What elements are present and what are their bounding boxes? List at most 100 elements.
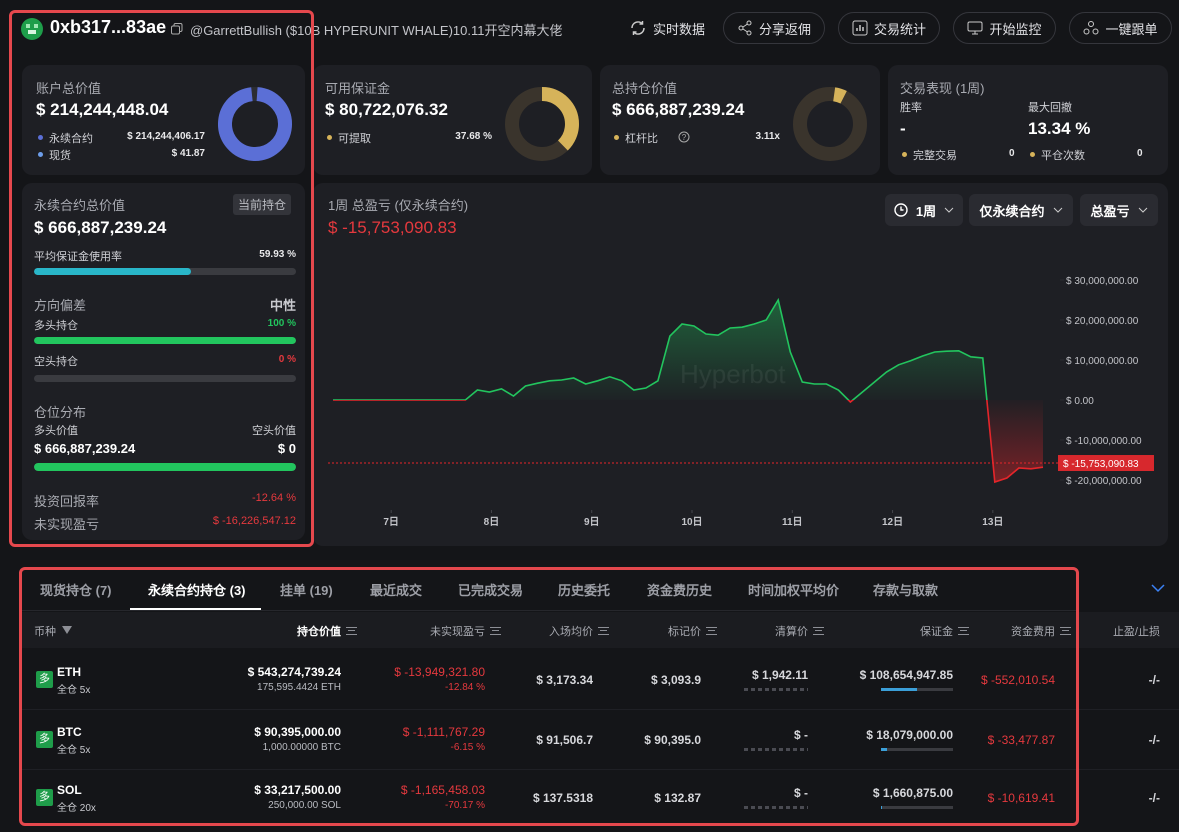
legend-dot [327,135,332,140]
card-value: $ 214,244,448.04 [36,100,169,119]
liquidation-price: $ 1,942.11 [751,668,808,682]
scope-dropdown[interactable]: 仅永续合约 [969,194,1073,226]
tab[interactable]: 最近成交 [370,583,423,598]
pnl-percent: -70.17 % [444,800,485,811]
legend-dot [38,152,43,157]
metric-dropdown[interactable]: 总盈亏 [1080,194,1158,226]
column-header[interactable]: 资金费用 [1011,626,1055,638]
margin-gauge [881,688,953,691]
column-header[interactable]: 标记价 [668,626,701,638]
pnl-chart: Hyperbot$ 30,000,000.00$ 20,000,000.00$ … [328,276,1154,528]
row-label: 投资回报率 [34,494,100,509]
share-icon [738,20,752,36]
tp-sl: -/- [1148,733,1160,747]
dropdown-label: 仅永续合约 [979,203,1045,219]
entry-price: $ 91,506.7 [536,733,593,747]
avatar [21,18,43,40]
margin-mode: 全仓 5x [57,685,91,696]
x-tick-label: 9日 [584,516,600,528]
row-label: 空头持仓 [34,356,78,368]
mark-price: $ 132.87 [654,791,701,805]
row-value: 100 % [267,318,296,329]
card-title: 账户总价值 [36,81,102,96]
item-value: $ 214,244,406.17 [127,131,205,142]
wallet-handle: @GarrettBullish ($10B HYPERUNIT WHALE)10… [190,23,563,38]
help-icon[interactable]: ? [678,131,690,143]
column-header[interactable]: 币种 [34,626,56,638]
column-header[interactable]: 未实现盈亏 [430,626,485,638]
liquidation-gauge [744,748,808,751]
y-tick-label: $ 20,000,000.00 [1066,316,1139,327]
side-badge: 多 [36,789,53,806]
item-label: 平仓次数 [1041,150,1085,162]
tab[interactable]: 存款与取款 [873,583,939,598]
drawdown-label: 最大回撤 [1028,102,1072,114]
margin-card: 可用保证金 $ 80,722,076.32 可提取 37.68 % [313,65,592,175]
column-header[interactable]: 保证金 [920,626,953,638]
performance-card: 交易表现 (1周) 胜率 - 最大回撤 13.34 % 完整交易 0 平仓次数 … [888,65,1168,175]
x-tick-label: 8日 [484,516,500,528]
legend-dot [902,152,907,157]
column-header[interactable]: 清算价 [775,626,808,638]
sort-icon-bar [492,629,499,631]
dropdown-label: 1周 [915,203,937,219]
donut [505,87,579,161]
sort-icon [598,627,609,635]
copy-icon[interactable] [171,23,183,35]
item-label: 杠杆比 [625,133,658,145]
dropdown-label: 总盈亏 [1090,203,1130,219]
legend-dot [1030,152,1035,157]
unrealized-pnl: $ -1,111,767.29 [402,725,485,739]
legend-dot [38,135,43,140]
tab[interactable]: 已完成交易 [458,583,524,598]
copytrade-icon [1083,21,1099,35]
row-label: 空头价值 [252,425,296,437]
tab[interactable]: 历史委托 [558,583,611,598]
clock-icon [894,203,908,217]
column-header[interactable]: 持仓价值 [297,626,341,638]
y-tick-label: $ -10,000,000.00 [1066,436,1142,447]
filter-icon [62,626,72,634]
column-header[interactable]: 入场均价 [549,626,593,638]
entry-price: $ 3,173.34 [536,673,593,687]
copytrade-button[interactable]: 一键跟单 [1069,12,1172,44]
tab[interactable]: 挂单 (19) [280,583,333,598]
tag: 当前持仓 [233,194,292,215]
realtime-button[interactable]: 实时数据 [624,12,710,44]
column-header[interactable]: 止盈/止损 [1112,626,1160,638]
stats-icon [852,20,868,36]
chart-current-value: $ -15,753,090.83 [328,218,457,237]
tab[interactable]: 时间加权平均价 [748,583,840,598]
wallet-address: 0xb317...83ae [50,17,167,37]
x-tick-label: 7日 [383,516,399,528]
margin-gauge [881,748,953,751]
item-value: 3.11x [755,131,780,142]
button-label: 实时数据 [652,21,705,37]
chevron [1138,207,1147,213]
button-label: 一键跟单 [1105,21,1158,37]
margin: $ 1,660,875.00 [872,786,953,800]
period-dropdown[interactable]: 1周 [885,194,963,226]
tab-divider [22,610,1079,611]
short-value: $ 0 [277,441,296,456]
perp-panel: 永续合约总价值 当前持仓 $ 666,887,239.24 平均保证金使用率 5… [22,183,305,540]
sort-icon [490,627,501,635]
item-value: 0 [1009,148,1015,159]
share-button[interactable]: 分享返佣 [723,12,825,44]
tab[interactable]: 现货持仓 (7) [40,583,112,598]
tab[interactable]: 永续合约持仓 (3) [148,583,246,598]
collapse-chevron[interactable] [1151,584,1165,593]
monitor-button[interactable]: 开始监控 [953,12,1056,44]
tab[interactable]: 资金费历史 [647,583,713,598]
button-label: 交易统计 [873,21,926,37]
stats-button[interactable]: 交易统计 [838,12,940,44]
sort-icon [958,627,969,635]
row-label: 多头持仓 [34,320,78,332]
card-value: $ 666,887,239.24 [612,100,745,119]
tp-sl: -/- [1148,791,1160,805]
current-value-label: $ -15,753,090.83 [1063,459,1139,470]
item-label: 现货 [49,150,71,162]
margin-gauge-fill [881,806,882,809]
